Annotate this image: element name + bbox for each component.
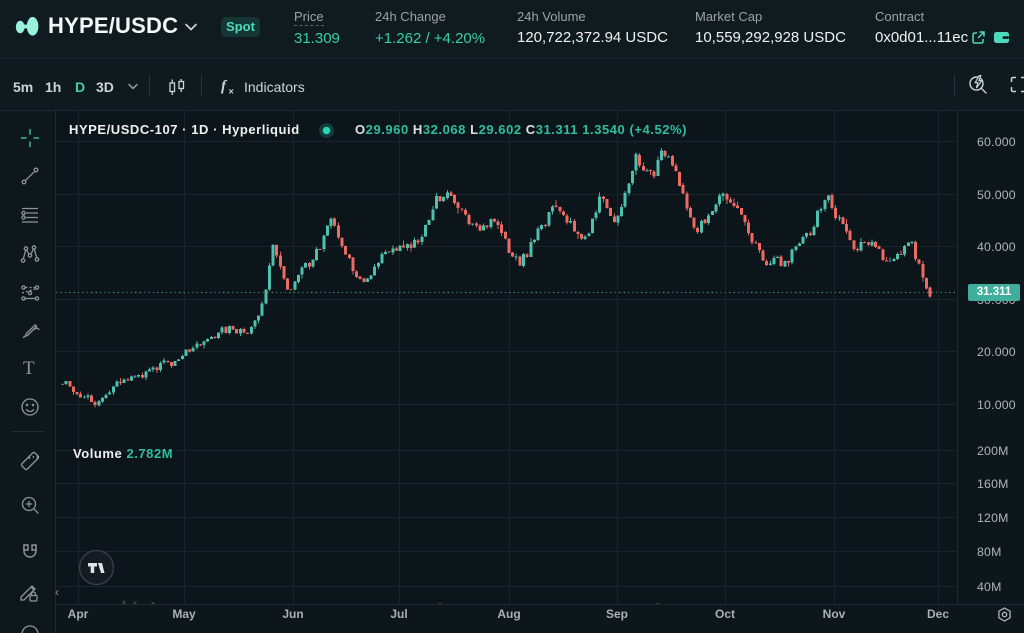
svg-text:×: × [229,87,234,97]
svg-text:f: f [221,79,228,95]
